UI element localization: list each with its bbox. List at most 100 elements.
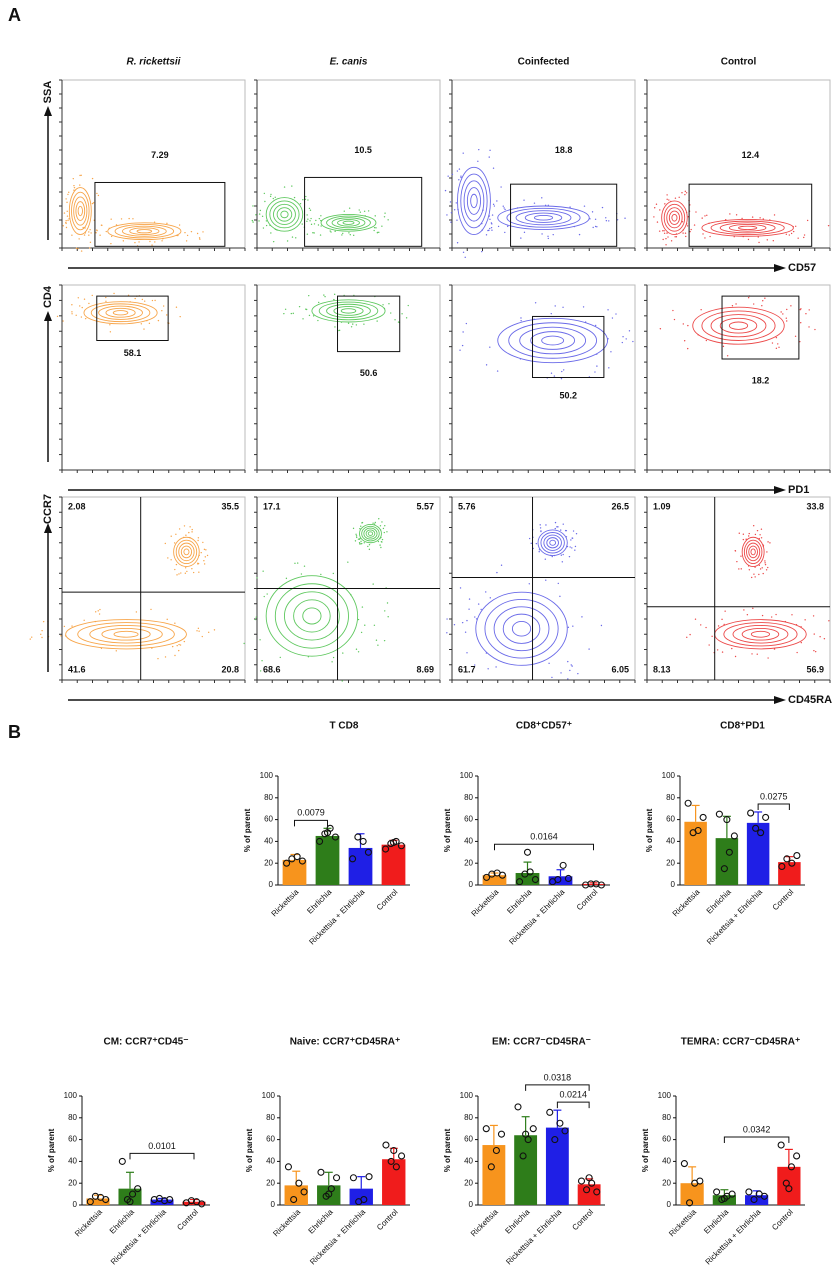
- y-tick-label: 80: [464, 793, 473, 802]
- x-tick-label: Rickettsia: [671, 887, 702, 918]
- event-dot: [767, 541, 769, 543]
- contour: [365, 529, 376, 538]
- x-tick-label: Rickettsia: [667, 1207, 698, 1238]
- event-dot: [309, 209, 312, 211]
- contour: [497, 205, 590, 230]
- event-dot: [148, 322, 151, 325]
- event-dot: [90, 232, 92, 234]
- event-dot: [545, 524, 547, 526]
- arrow-head: [774, 486, 786, 494]
- data-point: [531, 875, 539, 884]
- event-dot: [83, 619, 85, 621]
- data-point: [382, 1141, 390, 1149]
- event-dot: [686, 225, 689, 227]
- y-tick-label: 60: [464, 1135, 473, 1144]
- event-dot: [450, 212, 453, 214]
- event-dot: [740, 555, 742, 557]
- event-dot: [729, 213, 731, 215]
- event-dot: [378, 231, 380, 234]
- p-value: 0.0275: [760, 791, 788, 801]
- event-dot: [461, 344, 464, 347]
- event-dot: [684, 193, 686, 196]
- event-dot: [347, 561, 349, 563]
- y-axis-label: CCR7: [42, 494, 54, 524]
- y-axis-label: % of parent: [641, 1128, 650, 1172]
- event-dot: [733, 236, 735, 238]
- event-dot: [372, 522, 374, 524]
- event-dot: [528, 583, 531, 585]
- quadrant-percent: 17.1: [263, 501, 281, 511]
- event-dot: [685, 192, 688, 194]
- contour: [738, 225, 758, 230]
- event-dot: [701, 217, 703, 219]
- event-dot: [266, 593, 268, 595]
- event-dot: [800, 321, 802, 324]
- contour: [265, 197, 304, 232]
- event-dot: [577, 672, 579, 675]
- contour: [741, 536, 765, 567]
- event-dot: [490, 226, 493, 229]
- event-dot: [91, 294, 93, 297]
- event-dot: [77, 247, 79, 250]
- event-dot: [754, 533, 757, 536]
- event-dot: [670, 240, 673, 242]
- x-tick-label: Ehrlichia: [307, 1207, 335, 1235]
- event-dot: [175, 533, 177, 536]
- event-dot: [478, 148, 480, 151]
- event-dot: [264, 200, 266, 203]
- gate-percent: 50.6: [360, 368, 378, 378]
- event-dot: [207, 631, 210, 634]
- event-dot: [243, 642, 245, 645]
- event-dot: [262, 227, 265, 229]
- event-dot: [317, 301, 320, 304]
- event-dot: [721, 651, 724, 653]
- event-dot: [92, 202, 95, 204]
- event-dot: [309, 220, 311, 222]
- data-point: [694, 826, 702, 835]
- event-dot: [550, 312, 552, 315]
- chart-title: T CD8: [330, 721, 359, 732]
- data-point: [778, 862, 786, 871]
- data-point: [150, 1196, 158, 1204]
- event-dot: [459, 587, 462, 589]
- event-dot: [674, 197, 677, 199]
- contour: [283, 591, 340, 641]
- contour: [719, 317, 758, 334]
- event-dot: [759, 534, 761, 536]
- event-dot: [689, 633, 691, 636]
- event-dot: [792, 230, 795, 233]
- event-dot: [98, 613, 101, 615]
- event-dot: [191, 531, 193, 533]
- event-dot: [79, 305, 81, 307]
- event-dot: [252, 205, 254, 207]
- contour: [533, 214, 554, 221]
- event-dot: [178, 573, 180, 575]
- event-dot: [756, 529, 759, 532]
- event-dot: [569, 669, 571, 672]
- data-point: [730, 832, 738, 840]
- event-dot: [373, 624, 376, 626]
- event-dot: [608, 220, 610, 222]
- event-dot: [828, 620, 830, 622]
- event-dot: [481, 222, 483, 225]
- contour: [543, 534, 562, 551]
- quadrant-percent: 2.08: [68, 501, 86, 511]
- event-dot: [367, 545, 369, 548]
- event-dot: [666, 194, 668, 196]
- event-dot: [762, 572, 764, 575]
- event-dot: [758, 241, 760, 244]
- x-tick-label: Rickettsia + Ehrlichia: [109, 1207, 168, 1266]
- contour: [470, 193, 478, 209]
- data-point: [587, 880, 595, 888]
- event-dot: [296, 562, 299, 564]
- event-dot: [528, 537, 531, 540]
- event-dot: [88, 302, 90, 305]
- event-dot: [342, 232, 344, 235]
- event-dot: [625, 338, 627, 340]
- bar: [86, 1198, 110, 1205]
- event-dot: [682, 323, 685, 325]
- event-dot: [386, 531, 388, 533]
- event-dot: [662, 238, 664, 241]
- event-dot: [358, 209, 360, 211]
- contour: [746, 542, 761, 562]
